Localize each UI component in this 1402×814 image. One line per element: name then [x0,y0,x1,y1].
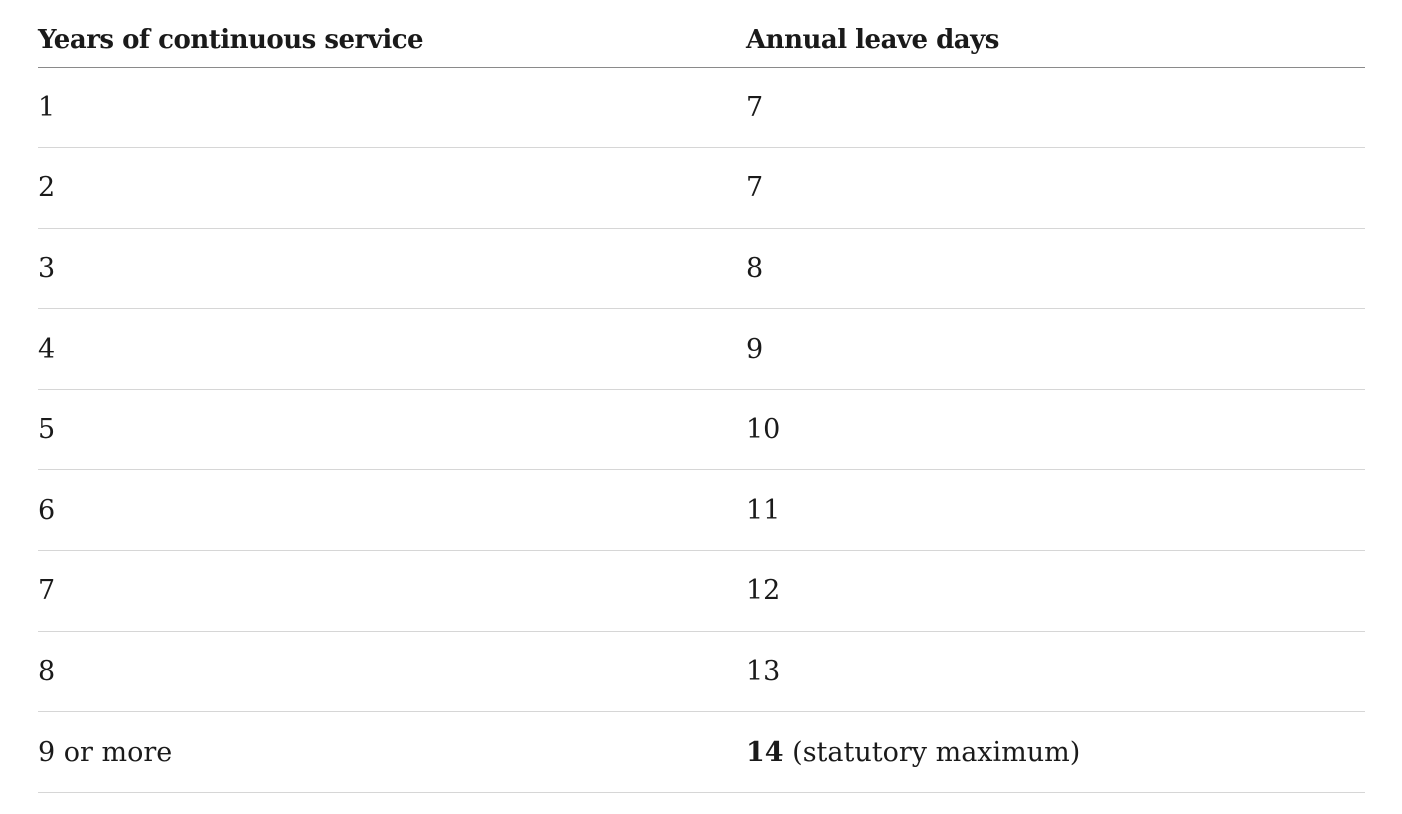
years-cell: 5 [38,389,746,471]
table-row: 5 10 [38,389,1365,471]
leave-days-cell: 9 [746,308,1365,390]
leave-days-cell: 10 [746,389,1365,471]
table-row: 8 13 [38,631,1365,713]
leave-days-value: 9 [746,333,764,365]
years-cell: 9 or more [38,711,746,793]
leave-days-note: (statutory maximum) [783,736,1081,768]
table-row: 3 8 [38,228,1365,310]
table-row: 2 7 [38,147,1365,229]
leave-days-value: 13 [746,655,781,687]
header-annual-leave-days: Annual leave days [746,0,1365,68]
table-row: 6 11 [38,469,1365,552]
years-cell: 3 [38,228,746,310]
table-row: 4 9 [38,308,1365,390]
leave-days-value: 14 [746,736,784,768]
leave-days-value: 11 [746,494,781,526]
leave-days-cell: 14 (statutory maximum) [746,711,1365,793]
header-years-of-service: Years of continuous service [38,0,746,68]
leave-days-value: 10 [746,414,781,446]
leave-days-cell: 8 [746,228,1365,310]
years-cell: 1 [38,67,746,149]
table-header-row: Years of continuous service Annual leave… [38,0,1365,68]
leave-days-cell: 13 [746,631,1365,713]
leave-days-value: 7 [746,91,764,123]
table-row: 1 7 [38,67,1365,149]
leave-days-cell: 12 [746,550,1365,632]
leave-days-cell: 11 [746,469,1365,552]
years-cell: 6 [38,469,746,552]
leave-days-value: 8 [746,252,764,284]
leave-table-container: Years of continuous service Annual leave… [38,0,1365,793]
years-cell: 7 [38,550,746,632]
leave-days-value: 7 [746,172,764,204]
table-row: 9 or more 14 (statutory maximum) [38,711,1365,793]
table-row: 7 12 [38,550,1365,632]
annual-leave-table: Years of continuous service Annual leave… [38,0,1365,793]
leave-days-value: 12 [746,575,781,607]
years-cell: 2 [38,147,746,229]
leave-days-cell: 7 [746,147,1365,229]
leave-days-cell: 7 [746,67,1365,149]
years-cell: 8 [38,631,746,713]
years-cell: 4 [38,308,746,390]
